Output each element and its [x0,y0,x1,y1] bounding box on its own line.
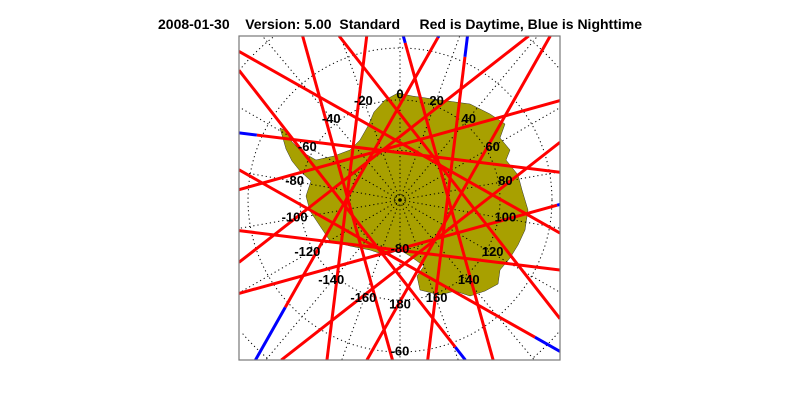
title-legend: Red is Daytime, Blue is Nighttime [419,16,643,32]
meridian-line [239,202,396,294]
longitude-label: -40 [322,111,341,126]
longitude-label: 140 [458,272,480,287]
nighttime-track [401,36,407,44]
longitude-label: -140 [318,272,344,287]
pole-dot [398,198,402,202]
daytime-track [283,36,440,309]
meridian-line [401,36,461,196]
meridian-line [265,203,398,360]
latitude-circle [241,332,268,359]
longitude-label: -100 [282,210,308,225]
graticule [239,36,560,360]
longitude-label: 100 [495,210,517,225]
daytime-track [256,133,560,174]
longitude-label: 60 [485,139,499,154]
longitude-label: -120 [294,244,320,259]
meridian-line [404,171,560,200]
longitude-label: -160 [350,290,376,305]
daytime-track [337,36,560,320]
daytime-track [280,141,560,360]
longitude-label: 120 [482,244,504,259]
latitude-label: -80 [391,241,410,256]
latitude-circle [349,149,451,251]
longitude-label: -20 [354,93,373,108]
longitude-label: 0 [396,87,403,102]
longitude-label: 20 [429,93,443,108]
daytime-track [239,99,560,192]
longitude-label: 180 [389,296,411,311]
latitude-label: -60 [391,343,410,358]
map-frame [238,35,561,361]
longitude-label: 80 [498,173,512,188]
daytime-track [239,50,560,235]
meridian-line [404,107,560,198]
latitude-circle [532,332,559,359]
daytime-track [365,36,552,360]
meridian-line [339,36,399,196]
title-mode: Standard [339,16,401,32]
title-version: Version: 5.00 [245,16,332,32]
satellite-tracks [239,36,560,360]
longitude-label: 40 [462,111,476,126]
meridian-line [404,200,560,229]
daytime-track [403,42,495,360]
antarctica-landmass [279,92,529,297]
meridian-line [239,106,396,198]
longitude-label: -60 [298,139,317,154]
longitude-label: -80 [285,173,304,188]
nighttime-track [534,335,560,353]
daytime-track [426,56,467,360]
nighttime-track [454,346,467,360]
meridian-line [402,203,535,360]
nighttime-track [239,131,258,137]
plot-title: 2008-01-30 Version: 5.00 Standard Red is… [0,16,800,32]
title-date: 2008-01-30 [158,16,230,32]
latitude-circle [241,36,274,68]
latitude-circle [526,36,559,68]
nighttime-track [254,306,287,360]
longitude-label: 160 [426,290,448,305]
daytime-track [239,229,560,272]
daytime-track [239,69,457,349]
meridian-line [404,202,560,293]
nighttime-track [463,36,469,58]
daytime-track [239,168,536,339]
